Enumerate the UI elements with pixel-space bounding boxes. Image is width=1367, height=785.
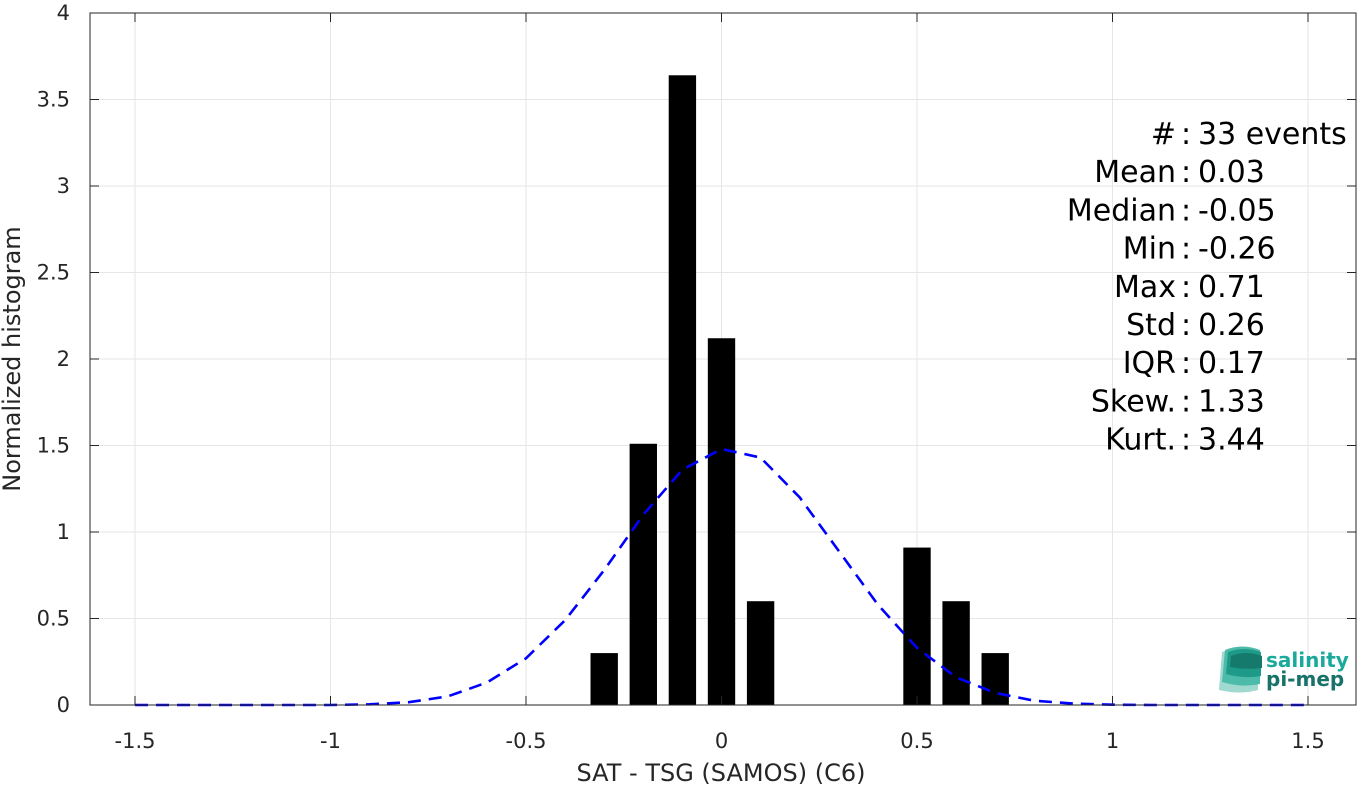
stat-value: 33 events	[1198, 117, 1347, 152]
stat-label: Max	[1114, 270, 1176, 305]
stat-label: Kurt.	[1105, 423, 1176, 458]
axis-ticks	[90, 12, 1356, 706]
stat-line: Skew.:1.33	[1091, 384, 1265, 419]
y-tick-label: 1.5	[37, 434, 70, 458]
stat-label: #	[1151, 117, 1176, 152]
stat-value: -0.05	[1198, 193, 1276, 228]
y-tick-label: 3.5	[37, 88, 70, 112]
stat-line: IQR:0.17	[1123, 346, 1265, 381]
stat-label: Min	[1123, 232, 1176, 267]
y-tick-label: 4	[57, 1, 70, 25]
histogram-bars	[590, 75, 1009, 705]
y-tick-labels: 0 0.5 1 1.5 2 2.5 3 3.5 4	[37, 1, 70, 717]
y-axis-label: Normalized histogram	[0, 226, 26, 491]
x-tick-label: -0.5	[506, 729, 547, 753]
stat-colon: :	[1181, 193, 1191, 228]
x-tick-label: 0.5	[900, 729, 933, 753]
stat-line: Max:0.71	[1114, 270, 1265, 305]
x-tick-label: 1.5	[1291, 729, 1324, 753]
stat-line: #:33 events	[1151, 117, 1347, 152]
x-tick-label: -1	[320, 729, 341, 753]
stat-value: 0.17	[1198, 346, 1265, 381]
stat-label: Mean	[1094, 155, 1176, 190]
y-tick-label: 0.5	[37, 607, 70, 631]
x-tick-label: -1.5	[115, 729, 156, 753]
stat-colon: :	[1181, 117, 1191, 152]
histogram-bar	[668, 75, 697, 705]
stat-colon: :	[1181, 270, 1191, 305]
stat-colon: :	[1181, 423, 1191, 458]
y-tick-label: 3	[57, 174, 70, 198]
histogram-bar	[590, 653, 618, 705]
stat-value: 0.26	[1198, 308, 1265, 343]
stat-line: Std:0.26	[1126, 308, 1265, 343]
histogram-bar	[707, 338, 736, 705]
stat-colon: :	[1181, 346, 1191, 381]
stat-value: 0.71	[1198, 270, 1265, 305]
salinity-pi-mep-logo: salinity pi-mep	[1219, 646, 1349, 693]
x-tick-label: 0	[715, 729, 728, 753]
stat-label: Std	[1126, 308, 1176, 343]
stat-colon: :	[1181, 384, 1191, 419]
x-tick-labels: -1.5 -1 -0.5 0 0.5 1 1.5	[115, 729, 1325, 753]
y-tick-label: 2	[57, 347, 70, 371]
stat-colon: :	[1181, 232, 1191, 267]
stat-line: Kurt.:3.44	[1105, 423, 1265, 458]
stat-line: Min: -0.26	[1123, 232, 1276, 267]
wave-logo-icon	[1219, 646, 1262, 693]
stat-label: IQR	[1123, 346, 1176, 381]
stat-value: 0.03	[1198, 155, 1265, 190]
y-tick-label: 2.5	[37, 261, 70, 285]
y-tick-label: 0	[57, 693, 70, 717]
stat-value: 1.33	[1198, 384, 1265, 419]
stat-line: Median: -0.05	[1067, 193, 1276, 228]
histogram-bar	[903, 547, 931, 705]
logo-text-pi-mep: pi-mep	[1266, 667, 1344, 691]
stat-colon: :	[1181, 308, 1191, 343]
histogram-bar	[746, 601, 775, 705]
stat-label: Skew.	[1091, 384, 1176, 419]
y-tick-label: 1	[57, 520, 70, 544]
stat-value: -0.26	[1198, 232, 1276, 267]
stat-line: Mean:0.03	[1094, 155, 1265, 190]
x-tick-label: 1	[1106, 729, 1119, 753]
logo-text-salinity: salinity	[1266, 648, 1349, 672]
histogram-bar	[981, 653, 1009, 705]
stat-label: Median	[1067, 193, 1176, 228]
stat-colon: :	[1181, 155, 1191, 190]
histogram-bar	[629, 443, 657, 705]
x-axis-label: SAT - TSG (SAMOS) (C6)	[577, 759, 866, 785]
stat-value: 3.44	[1198, 423, 1265, 458]
histogram-bar	[942, 601, 970, 705]
